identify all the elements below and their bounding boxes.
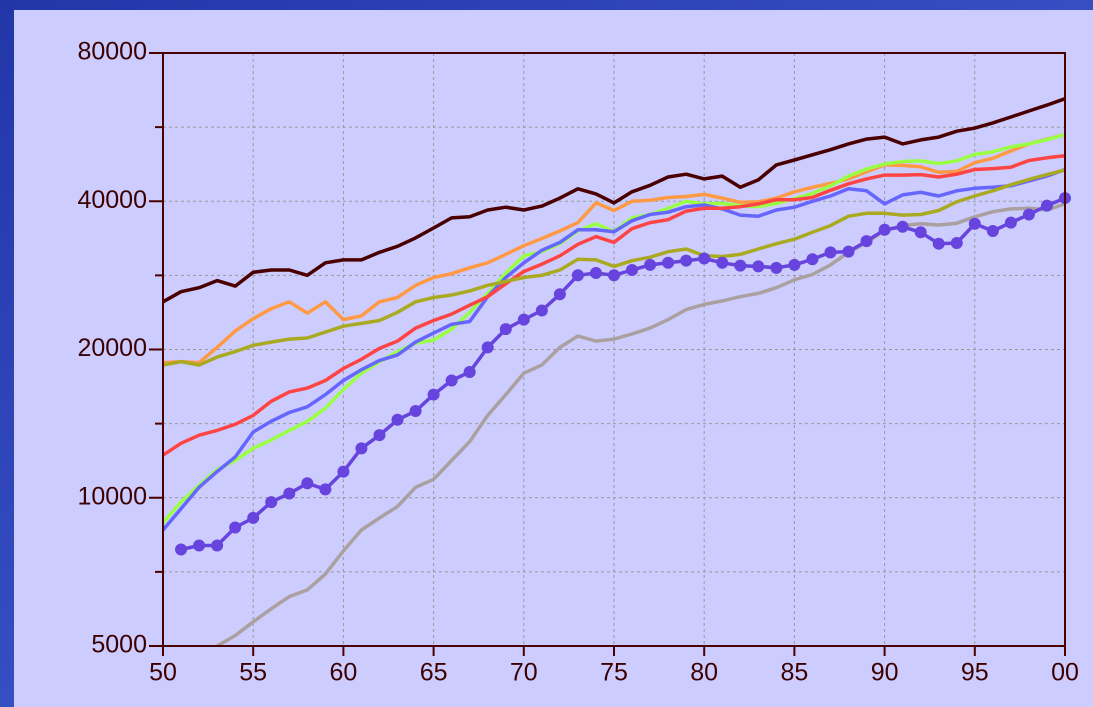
- series-marker: [698, 252, 711, 265]
- series-marker: [806, 253, 819, 266]
- series-marker: [860, 235, 873, 248]
- series-marker: [842, 245, 855, 258]
- series-marker: [301, 477, 314, 490]
- series-marker: [445, 374, 458, 387]
- x-tick-label: 95: [961, 659, 989, 687]
- series-marker: [265, 496, 278, 509]
- series-marker: [644, 258, 657, 271]
- lines: [161, 97, 1071, 648]
- series-line: [162, 97, 1066, 304]
- series-marker: [986, 225, 999, 238]
- series-marker: [409, 405, 422, 418]
- series-marker: [517, 313, 530, 326]
- series-marker: [662, 256, 675, 269]
- series-line: [162, 133, 1066, 365]
- series-marker: [932, 237, 945, 250]
- series-marker: [716, 256, 729, 269]
- series-marker: [788, 258, 801, 271]
- series-marker: [589, 267, 602, 280]
- series-marker: [571, 269, 584, 282]
- series-marker: [680, 254, 693, 267]
- series-marker: [373, 429, 386, 442]
- series-marker: [553, 288, 566, 301]
- series-marker: [247, 511, 260, 524]
- series-marker: [463, 366, 476, 379]
- series-marker: [968, 217, 981, 230]
- x-tick-label: 60: [329, 659, 357, 687]
- panel: [14, 10, 1093, 707]
- series-marker: [193, 539, 206, 552]
- x-tick-label: 80: [690, 659, 718, 687]
- series-marker: [427, 388, 440, 401]
- series-line: [161, 167, 1066, 532]
- ticks: 5000 10000 20000 40000 80000 50 55 60 65 70 75 80 85…: [77, 38, 1078, 687]
- series-marker: [391, 413, 404, 426]
- series-marker: [481, 341, 494, 354]
- series-marker: [535, 304, 548, 317]
- y-tick-label: 5000: [91, 631, 147, 659]
- y-tick-label: 10000: [77, 482, 147, 510]
- series-marker: [319, 483, 332, 496]
- y-tick-label: 20000: [77, 334, 147, 362]
- series-marker: [337, 465, 350, 478]
- series-line: [162, 168, 1066, 367]
- series-marker: [752, 260, 765, 273]
- x-tick-label: 55: [239, 659, 267, 687]
- series-marker: [608, 269, 620, 282]
- series-marker: [175, 543, 188, 556]
- x-tick-label: 85: [780, 659, 808, 687]
- series-marker: [1004, 216, 1017, 229]
- series-marker: [914, 226, 927, 239]
- y-tick-label: 40000: [77, 186, 147, 214]
- series-marker: [734, 259, 747, 272]
- series-marker: [626, 264, 639, 277]
- series-marker: [355, 442, 368, 455]
- x-tick-label: 90: [871, 659, 899, 687]
- series-marker: [896, 220, 909, 233]
- y-tick-label: 80000: [77, 38, 147, 66]
- series-marker: [283, 487, 296, 500]
- series-marker: [499, 323, 512, 336]
- series-marker: [878, 223, 891, 236]
- x-tick-label: 75: [600, 659, 628, 687]
- series-marker: [1022, 208, 1035, 221]
- series-marker: [950, 237, 963, 250]
- series-marker: [770, 261, 783, 274]
- x-tick-label: 70: [510, 659, 538, 687]
- series-marker: [211, 539, 224, 552]
- series-marker: [229, 521, 242, 534]
- x-tick-label: 00: [1051, 659, 1079, 687]
- series-marker: [824, 246, 837, 259]
- series-line: [162, 153, 1066, 457]
- series-marker: [1040, 199, 1053, 212]
- x-tick-label: 65: [420, 659, 448, 687]
- x-tick-label: 50: [149, 659, 177, 687]
- series-line: [216, 202, 1066, 648]
